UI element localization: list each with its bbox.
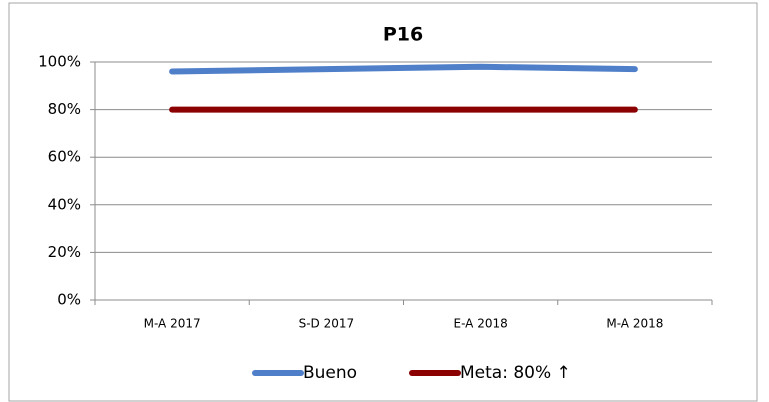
y-tick-label: 0% <box>57 291 81 309</box>
legend-label: Meta: 80% ↑ <box>460 363 571 383</box>
series-line <box>169 63 638 75</box>
chart-frame <box>8 2 758 402</box>
y-tick-label: 40% <box>48 195 81 213</box>
y-tick-label: 80% <box>48 100 81 118</box>
x-tick-label: M-A 2017 <box>144 317 201 331</box>
y-tick-label: 100% <box>38 53 81 71</box>
chart-title: P16 <box>383 24 423 46</box>
x-tick-label: E-A 2018 <box>454 317 508 331</box>
y-tick-label: 60% <box>48 148 81 166</box>
legend-label: Bueno <box>303 363 357 383</box>
x-tick-label: M-A 2018 <box>606 317 663 331</box>
x-tick-label: S-D 2017 <box>299 317 355 331</box>
y-tick-label: 20% <box>48 243 81 261</box>
